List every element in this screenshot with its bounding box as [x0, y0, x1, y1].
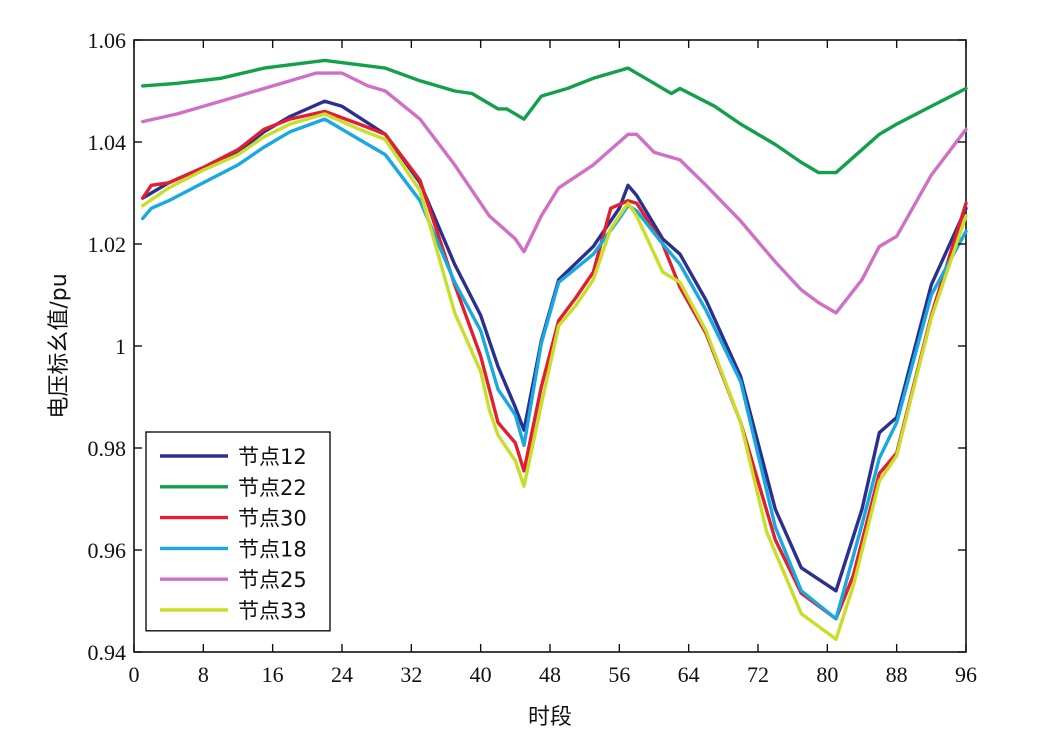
legend-label: 节点30 [238, 507, 307, 531]
x-tick-label: 80 [816, 662, 838, 687]
legend: 节点12 节点22 节点30 节点18 节点25 节点33 [145, 431, 331, 632]
x-tick-label: 40 [470, 662, 492, 687]
x-tick-label: 16 [262, 662, 284, 687]
x-tick-label: 24 [331, 662, 353, 687]
series-line-4 [141, 117, 968, 621]
legend-label: 节点22 [238, 476, 307, 500]
x-tick-label: 48 [539, 662, 561, 687]
x-axis-title: 时段 [528, 705, 572, 730]
axes-layer: 0 8 16 24 32 40 48 56 64 72 80 88 96 0.94 0.96 0.98 1 1.0… [88, 28, 978, 687]
legend-label: 节点33 [238, 599, 307, 623]
legend-label: 节点12 [238, 445, 307, 469]
y-tick-label: 0.94 [88, 640, 127, 665]
x-tick-label: 64 [678, 662, 700, 687]
x-tick-label: 8 [198, 662, 209, 687]
series-line-5 [141, 71, 968, 315]
y-tick-label: 0.96 [88, 538, 127, 563]
x-tick-label: 88 [886, 662, 908, 687]
y-tick-label: 0.98 [88, 436, 127, 461]
series-line-2 [141, 58, 968, 175]
x-tick-label: 96 [955, 662, 977, 687]
y-axis-title: 电压标幺值/pu [47, 273, 72, 418]
x-tick-label: 72 [747, 662, 769, 687]
y-tick-label: 1.04 [88, 130, 127, 155]
y-tick-label: 1.06 [88, 28, 127, 53]
series-line-6 [141, 112, 968, 641]
y-tick-label: 1.02 [88, 232, 127, 257]
x-tick-label: 32 [400, 662, 422, 687]
legend-label: 节点25 [238, 568, 307, 592]
x-tick-label: 56 [608, 662, 630, 687]
legend-label: 节点18 [238, 537, 307, 561]
legend-box [145, 431, 331, 632]
series-layer [141, 58, 968, 641]
x-tick-label: 0 [129, 662, 140, 687]
y-tick-label: 1 [115, 334, 126, 359]
series-line-1 [141, 99, 968, 593]
